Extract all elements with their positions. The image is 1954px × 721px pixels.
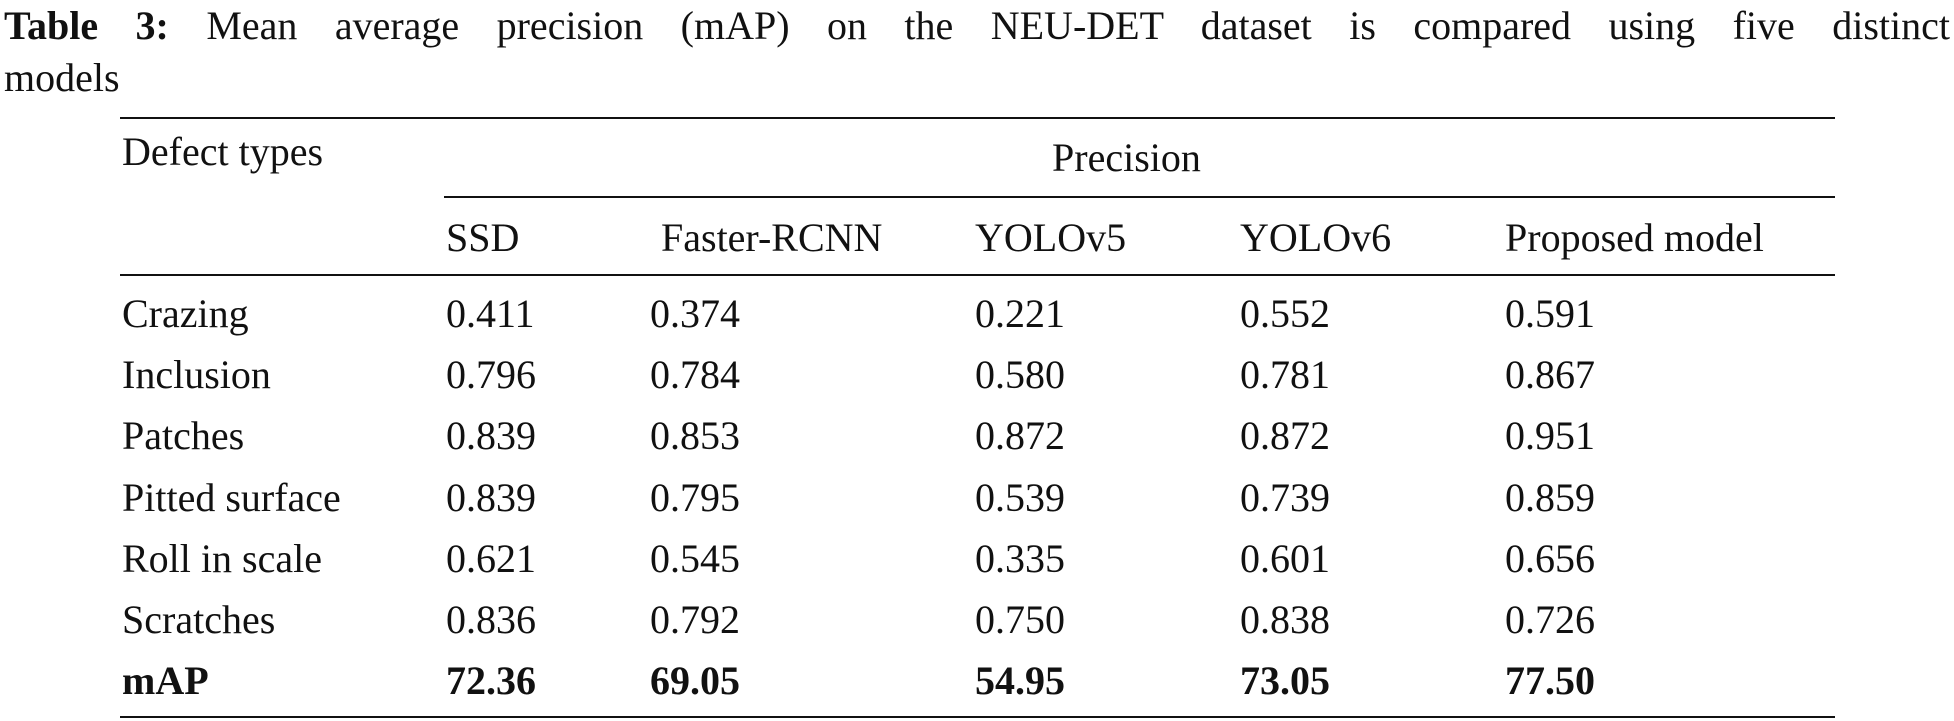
table-cell: 0.621	[446, 535, 536, 581]
table-cell: 0.784	[650, 352, 740, 398]
table-cell: 0.739	[1240, 474, 1330, 520]
table-top-rule	[120, 117, 1835, 119]
column-header-yolov5: YOLOv5	[975, 215, 1127, 260]
summary-cell: 77.50	[1505, 658, 1595, 704]
table-caption: Table 3: Mean average precision (mAP) on…	[4, 0, 1950, 52]
table-bottom-rule	[120, 716, 1835, 718]
table-cell: 0.839	[446, 474, 536, 520]
table-cell: 0.552	[1240, 291, 1330, 336]
group-header-precision: Precision	[1052, 135, 1201, 180]
column-header-faster-rcnn: Faster-RCNN	[661, 215, 883, 260]
row-label: Scratches	[122, 597, 276, 642]
table-cell: 0.545	[650, 535, 740, 581]
column-header-ssd: SSD	[446, 215, 520, 260]
caption-text-line1: Mean average precision (mAP) on the NEU-…	[206, 3, 1950, 48]
summary-cell: 73.05	[1240, 658, 1330, 704]
table-cell: 0.726	[1505, 597, 1595, 642]
table-cell: 0.951	[1505, 413, 1595, 459]
table-cell: 0.374	[650, 291, 740, 336]
caption-label: Table 3:	[4, 3, 169, 48]
table-cell: 0.839	[446, 413, 536, 459]
table-cell: 0.872	[1240, 413, 1330, 459]
table-cell: 0.335	[975, 535, 1065, 581]
table-cell: 0.656	[1505, 535, 1595, 581]
table-cell: 0.411	[446, 291, 535, 336]
column-header-proposed-model: Proposed model	[1505, 215, 1764, 260]
column-header-rule	[120, 274, 1835, 276]
row-header-title: Defect types	[122, 129, 324, 174]
table-cell: 0.781	[1240, 352, 1330, 398]
table-cell: 0.539	[975, 474, 1065, 520]
table-cell: 0.601	[1240, 535, 1330, 581]
group-header-rule	[444, 196, 1835, 198]
summary-cell: 69.05	[650, 658, 740, 704]
row-label: Inclusion	[122, 352, 271, 398]
table-cell: 0.853	[650, 413, 740, 459]
table-cell: 0.838	[1240, 597, 1330, 642]
row-label: Pitted surface	[122, 474, 341, 520]
row-label: Crazing	[122, 291, 249, 336]
column-header-yolov6: YOLOv6	[1240, 215, 1392, 260]
caption-text-line2: models	[4, 55, 120, 100]
table-cell: 0.591	[1505, 291, 1595, 336]
table-cell: 0.795	[650, 474, 740, 520]
summary-row-label: mAP	[122, 658, 209, 704]
table-cell: 0.859	[1505, 474, 1595, 520]
summary-cell: 72.36	[446, 658, 536, 704]
table-cell: 0.792	[650, 597, 740, 642]
table-cell: 0.221	[975, 291, 1065, 336]
table-cell: 0.867	[1505, 352, 1595, 398]
row-label: Patches	[122, 413, 245, 459]
table-cell: 0.872	[975, 413, 1065, 459]
table-cell: 0.580	[975, 352, 1065, 398]
summary-cell: 54.95	[975, 658, 1065, 704]
table-cell: 0.796	[446, 352, 536, 398]
table-cell: 0.836	[446, 597, 536, 642]
row-label: Roll in scale	[122, 535, 322, 581]
table-cell: 0.750	[975, 597, 1065, 642]
